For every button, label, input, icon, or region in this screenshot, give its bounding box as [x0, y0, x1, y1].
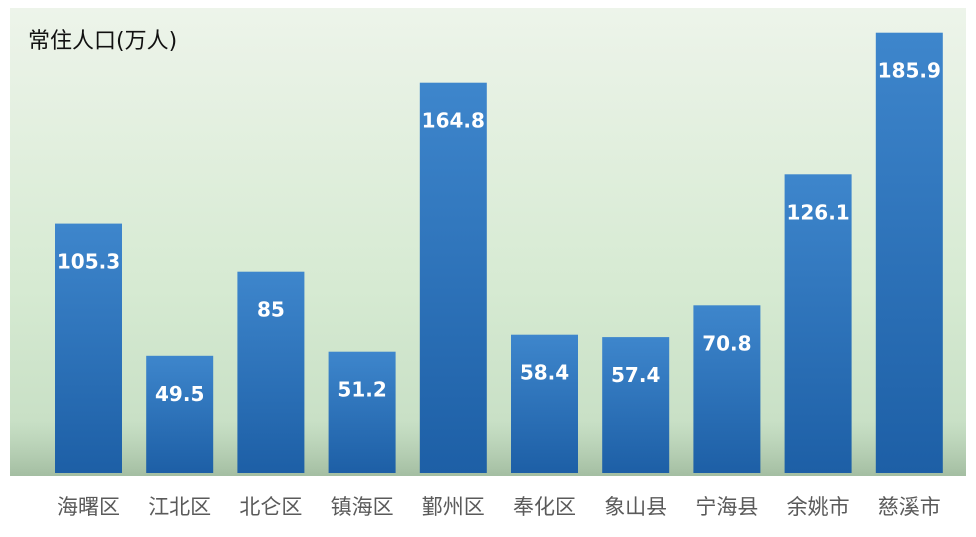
category-label-3: 北仑区	[239, 495, 302, 519]
bar-6	[511, 334, 578, 473]
value-label-2: 49.5	[155, 382, 204, 406]
category-label-5: 鄞州区	[422, 495, 485, 519]
bar-7	[602, 337, 670, 473]
category-label-2: 江北区	[148, 495, 211, 519]
value-label-3: 85	[257, 298, 285, 322]
bars-layer	[55, 32, 943, 474]
category-label-6: 奉化区	[513, 495, 576, 519]
bar-4	[328, 351, 396, 473]
category-label-1: 海曙区	[57, 495, 120, 519]
chart-title: 常住人口(万人)	[28, 29, 177, 54]
category-label-10: 慈溪市	[878, 495, 941, 519]
value-label-4: 51.2	[337, 378, 386, 402]
category-labels-layer: 海曙区 江北区 北仑区 镇海区 鄞州区 奉化区 象山县 宁海县 余姚市 慈溪市	[57, 495, 941, 519]
category-label-8: 宁海县	[695, 495, 758, 519]
bar-9	[784, 174, 852, 474]
value-label-8: 70.8	[702, 331, 751, 355]
category-label-4: 镇海区	[331, 495, 394, 519]
bar-2	[146, 355, 214, 473]
value-label-1: 105.3	[57, 250, 120, 274]
value-label-7: 57.4	[611, 363, 660, 387]
value-label-9: 126.1	[786, 200, 849, 224]
value-labels-layer: 105.3 49.5 85 51.2 164.8 58.4 57.4 70.8 126.1 185…	[57, 59, 941, 406]
category-label-7: 象山县	[604, 495, 667, 519]
bar-1	[55, 223, 122, 473]
bar-5	[419, 82, 487, 473]
bar-3	[237, 271, 305, 473]
category-label-9: 余姚市	[787, 495, 850, 519]
value-label-10: 185.9	[878, 59, 941, 83]
bar-8	[693, 305, 761, 473]
bar-10	[875, 32, 943, 473]
value-label-5: 164.8	[422, 109, 485, 133]
value-label-6: 58.4	[520, 361, 569, 385]
